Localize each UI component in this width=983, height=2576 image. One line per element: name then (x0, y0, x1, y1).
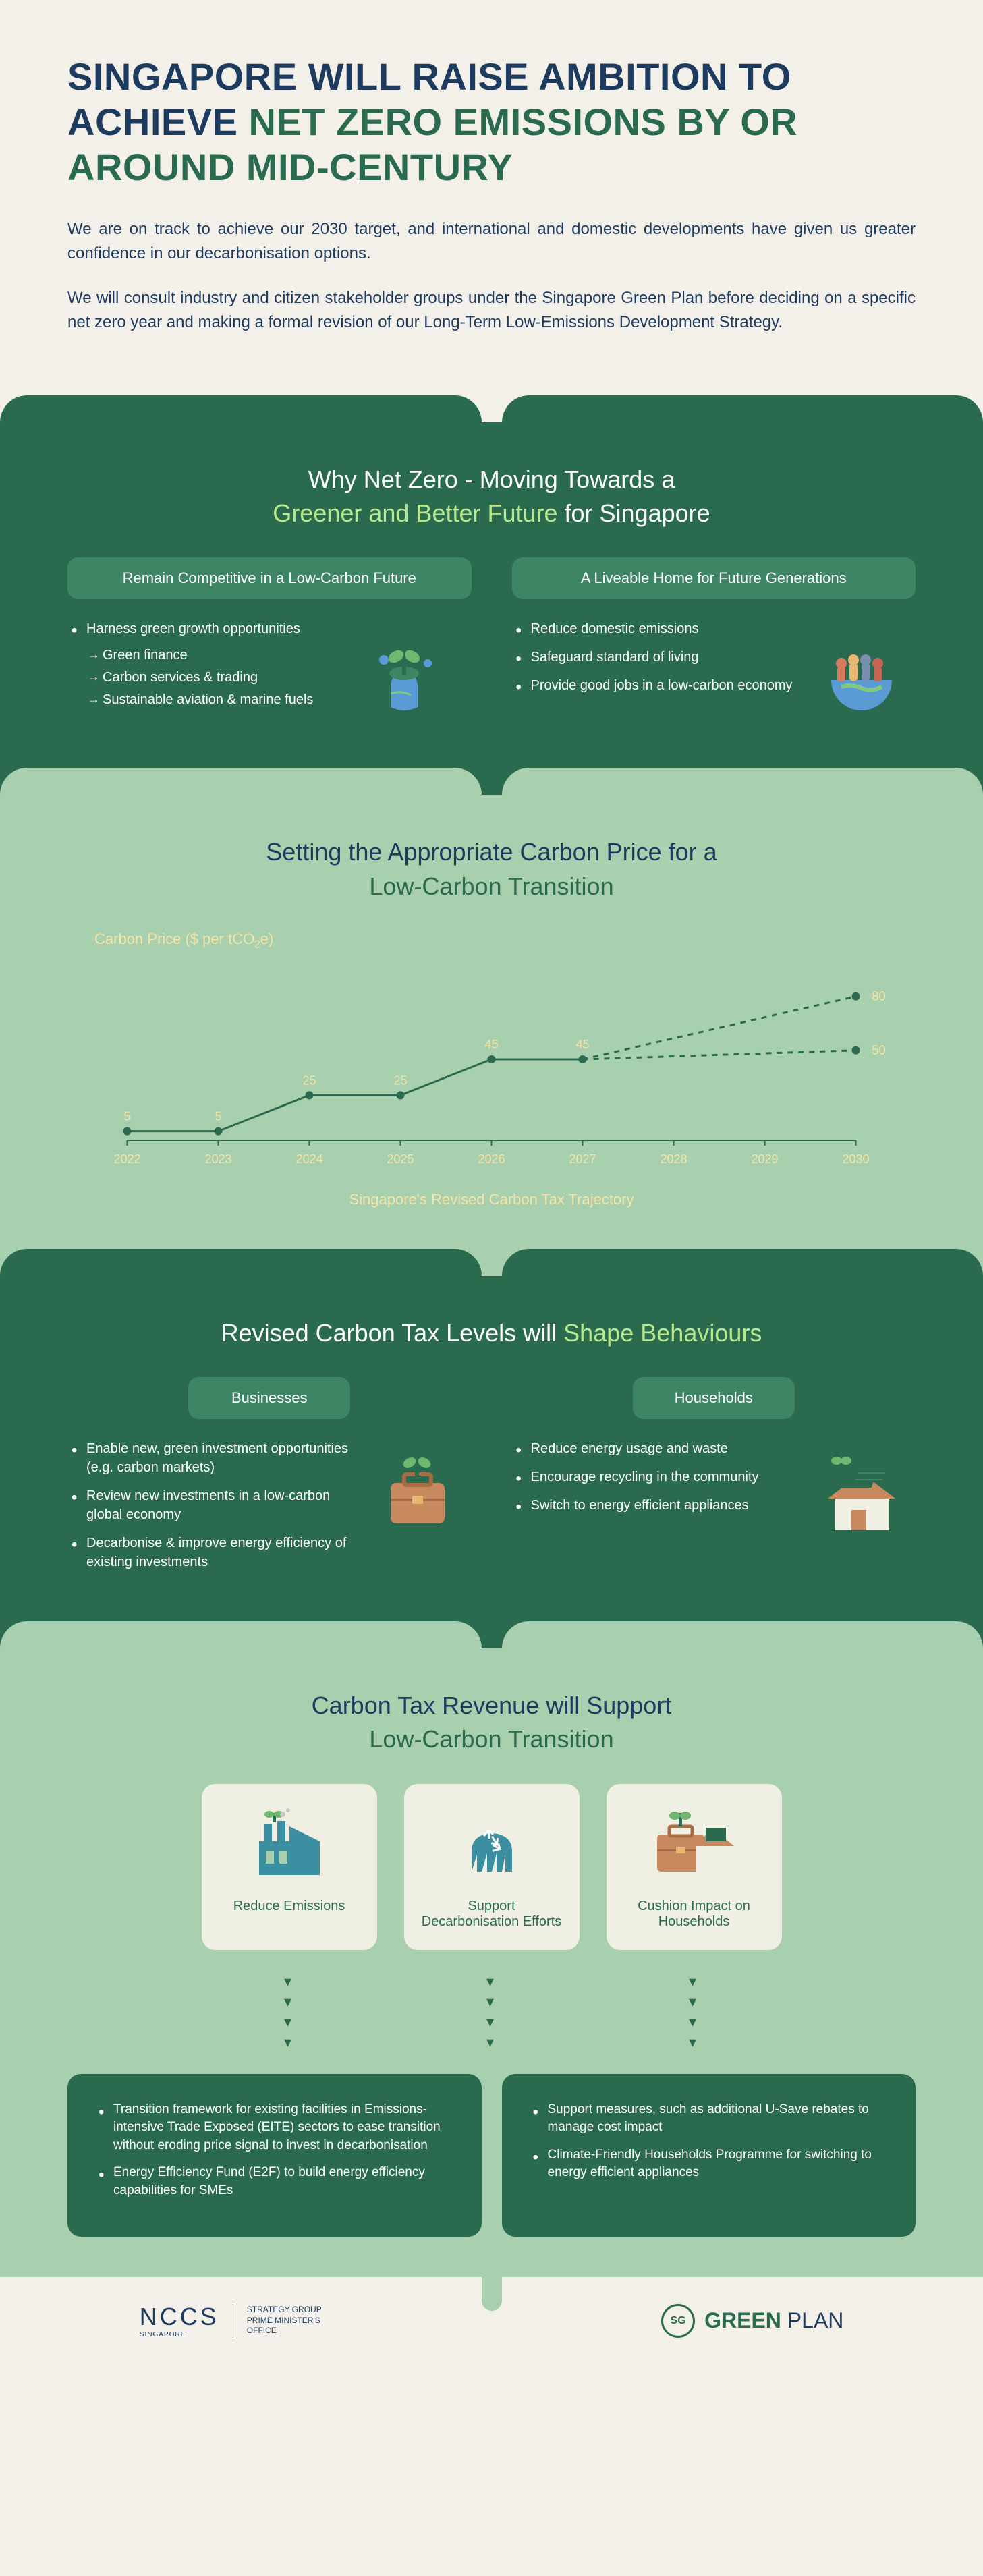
arrows-icon: ▾▾▾▾ (404, 1970, 580, 2054)
list-item: Sustainable aviation & marine fuels (67, 692, 350, 708)
briefcase-icon (364, 1439, 472, 1547)
list-item: Harness green growth opportunities (67, 619, 350, 638)
svg-text:25: 25 (302, 1073, 316, 1087)
detail-box-right: Support measures, such as additional U-S… (502, 2074, 916, 2237)
nccs-sub: SINGAPORE (140, 2331, 219, 2339)
detail-boxes: Transition framework for existing facili… (67, 2074, 916, 2237)
list-item: Reduce domestic emissions (512, 619, 795, 638)
section-tabs (0, 395, 983, 422)
svg-text:5: 5 (215, 1109, 221, 1123)
revenue-title: Carbon Tax Revenue will Support Low-Carb… (67, 1689, 916, 1757)
nccs-logo: NCCS SINGAPORE STRATEGY GROUPPRIME MINIS… (0, 2277, 461, 2365)
intro-1: We are on track to achieve our 2030 targ… (67, 217, 916, 266)
detail-box-left: Transition framework for existing facili… (67, 2074, 482, 2237)
households-pill: Households (633, 1377, 795, 1419)
why-section: Why Net Zero - Moving Towards a Greener … (0, 422, 983, 768)
why-left-col: Remain Competitive in a Low-Carbon Futur… (67, 557, 472, 727)
factory-icon (215, 1804, 364, 1885)
list-item: Transition framework for existing facili… (94, 2101, 461, 2155)
households-bullets: Reduce energy usage and waste Encourage … (512, 1439, 795, 1524)
plan-text: PLAN (781, 2308, 843, 2332)
list-item: Safeguard standard of living (512, 648, 795, 667)
hand-recycle-icon (418, 1804, 566, 1885)
svg-text:2029: 2029 (751, 1152, 778, 1166)
liveable-pill: A Liveable Home for Future Generations (512, 557, 916, 599)
behaviours-title: Revised Carbon Tax Levels will Shape Beh… (67, 1316, 916, 1350)
carbon-price-chart: 2022 2023 2024 2025 2026 2027 2028 2029 2030 5 5 25… (67, 965, 916, 1181)
revenue-section: Carbon Tax Revenue will Support Low-Carb… (0, 1648, 983, 2277)
behaviours-section: Revised Carbon Tax Levels will Shape Beh… (0, 1276, 983, 1621)
businesses-col: Businesses Enable new, green investment … (67, 1377, 472, 1581)
people-globe-icon (808, 619, 916, 727)
chart-caption: Singapore's Revised Carbon Tax Trajector… (67, 1191, 916, 1208)
main-title: SINGAPORE WILL RAISE AMBITION TO ACHIEVE… (67, 54, 916, 190)
households-col: Households Reduce energy usage and waste… (512, 1377, 916, 1581)
svg-text:2024: 2024 (296, 1152, 322, 1166)
green-text: GREEN (704, 2308, 781, 2332)
greenplan-logo: SG GREEN PLAN (522, 2277, 983, 2365)
card-support-decarb: Support Decarbonisation Efforts (404, 1784, 580, 1950)
svg-text:2022: 2022 (113, 1152, 140, 1166)
list-item: Decarbonise & improve energy efficiency … (67, 1534, 350, 1571)
list-item: Enable new, green investment opportuniti… (67, 1439, 350, 1477)
svg-text:45: 45 (575, 1038, 589, 1051)
svg-text:25: 25 (393, 1073, 407, 1087)
why-right-col: A Liveable Home for Future Generations R… (512, 557, 916, 727)
plant-globe-icon (364, 619, 472, 727)
competitive-pill: Remain Competitive in a Low-Carbon Futur… (67, 557, 472, 599)
header: SINGAPORE WILL RAISE AMBITION TO ACHIEVE… (0, 0, 983, 395)
section-tabs (0, 768, 983, 795)
svg-text:2030: 2030 (842, 1152, 869, 1166)
arrows-icon: ▾▾▾▾ (202, 1970, 377, 2054)
card-label: Reduce Emissions (215, 1899, 364, 1914)
why-title: Why Net Zero - Moving Towards a Greener … (67, 463, 916, 531)
svg-text:50: 50 (872, 1043, 886, 1057)
list-item: Energy Efficiency Fund (E2F) to build en… (94, 2164, 461, 2200)
svg-text:2023: 2023 (204, 1152, 231, 1166)
svg-text:2025: 2025 (387, 1152, 414, 1166)
sg-circle-icon: SG (661, 2304, 695, 2338)
card-reduce-emissions: Reduce Emissions (202, 1784, 377, 1950)
chart-section: Setting the Appropriate Carbon Price for… (0, 795, 983, 1248)
list-item: Switch to energy efficient appliances (512, 1496, 795, 1515)
arrows-row: ▾▾▾▾ ▾▾▾▾ ▾▾▾▾ (67, 1970, 916, 2054)
nccs-text: NCCS (140, 2303, 219, 2331)
section-tabs (0, 1621, 983, 1648)
chart-ylabel: Carbon Price ($ per tCO2e) (94, 930, 916, 951)
svg-text:45: 45 (484, 1038, 498, 1051)
businesses-pill: Businesses (188, 1377, 350, 1419)
list-item: Reduce energy usage and waste (512, 1439, 795, 1458)
card-label: Cushion Impact on Households (620, 1899, 768, 1930)
list-item: Review new investments in a low-carbon g… (67, 1486, 350, 1524)
revenue-cards: Reduce Emissions Support Decarbonisation… (67, 1784, 916, 1950)
list-item: Green finance (67, 648, 350, 663)
list-item: Support measures, such as additional U-S… (529, 2101, 896, 2137)
list-item: Carbon services & trading (67, 670, 350, 685)
card-label: Support Decarbonisation Efforts (418, 1899, 566, 1930)
why-left-bullets: Harness green growth opportunities Green… (67, 619, 350, 715)
footer: NCCS SINGAPORE STRATEGY GROUPPRIME MINIS… (0, 2277, 983, 2365)
list-item: Climate-Friendly Households Programme fo… (529, 2146, 896, 2182)
card-cushion-households: Cushion Impact on Households (607, 1784, 782, 1950)
briefcase-house-icon (620, 1804, 768, 1885)
list-item: Encourage recycling in the community (512, 1467, 795, 1486)
house-solar-icon (808, 1439, 916, 1547)
nccs-office: STRATEGY GROUPPRIME MINISTER'SOFFICE (247, 2305, 322, 2336)
why-right-bullets: Reduce domestic emissions Safeguard stan… (512, 619, 795, 704)
svg-text:5: 5 (123, 1109, 130, 1123)
list-item: Provide good jobs in a low-carbon econom… (512, 676, 795, 695)
svg-text:2026: 2026 (478, 1152, 505, 1166)
arrows-icon: ▾▾▾▾ (607, 1970, 782, 2054)
svg-text:2028: 2028 (660, 1152, 687, 1166)
businesses-bullets: Enable new, green investment opportuniti… (67, 1439, 350, 1581)
svg-text:2027: 2027 (569, 1152, 596, 1166)
svg-text:80: 80 (872, 989, 886, 1003)
section-tabs (0, 1249, 983, 1276)
intro-2: We will consult industry and citizen sta… (67, 286, 916, 335)
chart-title: Setting the Appropriate Carbon Price for… (67, 835, 916, 903)
